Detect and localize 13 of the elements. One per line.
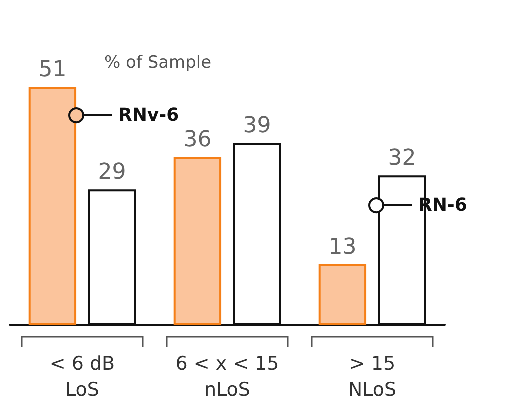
text: % of Sample: [104, 53, 212, 73]
data-label: 39: [243, 114, 272, 138]
bar: [174, 157, 222, 325]
data-label: 29: [98, 160, 126, 186]
data-label: 51: [38, 58, 67, 82]
x-tick-label: > 15 NLoS: [348, 353, 397, 401]
x-tick-label: < 6 dB LoS: [50, 353, 116, 401]
data-label: 13: [328, 234, 357, 260]
data-label: 36: [184, 128, 212, 152]
x-tick-label: 6 < x < 15 nLoS: [176, 353, 280, 401]
legend-label: RNv-6: [118, 105, 180, 126]
bar: [318, 264, 367, 325]
data-label: 32: [388, 146, 416, 172]
